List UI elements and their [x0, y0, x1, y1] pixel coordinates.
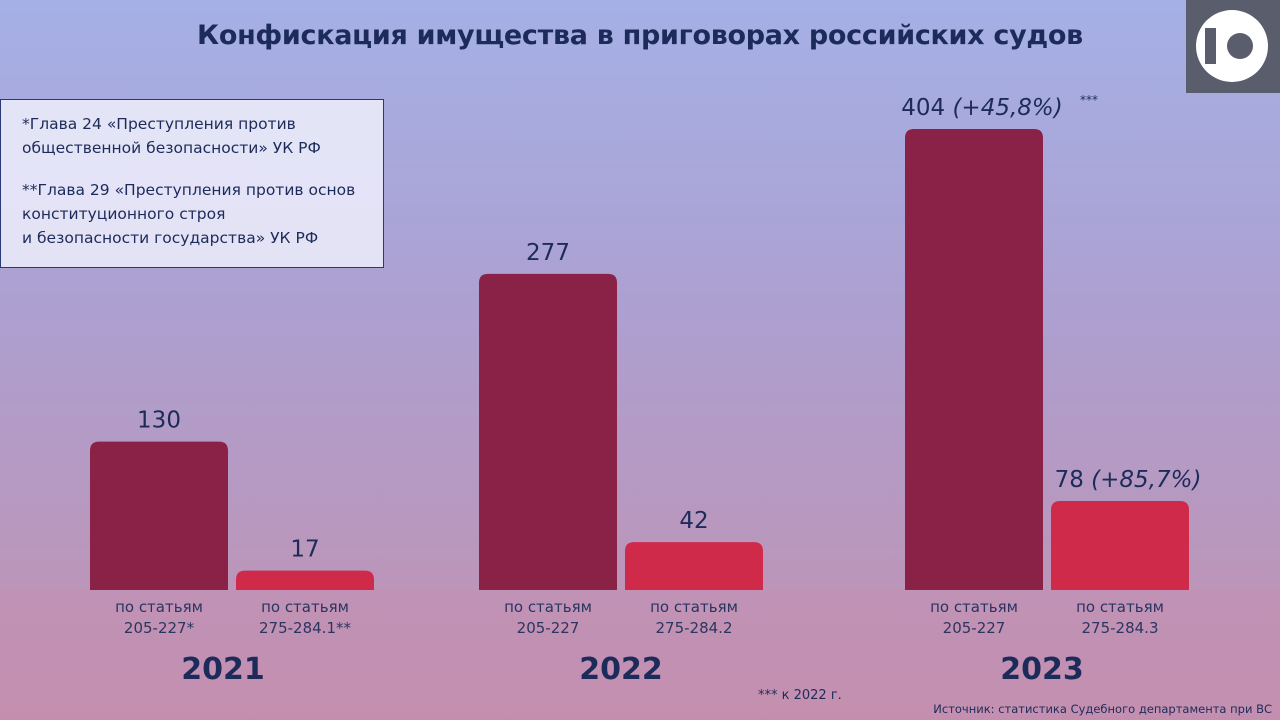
caption-line: 205-227: [942, 619, 1006, 637]
page-title: Конфискация имущества в приговорах росси…: [197, 20, 1083, 51]
bar-caption-2021-primary: по статьям 205-227*: [79, 597, 239, 639]
caption-line: по статьям: [650, 598, 738, 616]
logo-10-icon: [1186, 0, 1280, 93]
bar-caption-2022-secondary: по статьям 275-284.2: [614, 597, 774, 639]
bar-2022-secondary: [625, 542, 763, 590]
caption-line: 205-227*: [123, 619, 195, 637]
note-line: и безопасности государства» УК РФ: [22, 229, 319, 247]
chart-floor: [0, 590, 1280, 720]
caption-line: 205-227: [516, 619, 580, 637]
caption-line: по статьям: [1076, 598, 1164, 616]
value-label-2021-primary: 130: [137, 408, 181, 434]
caption-line: 275-284.1**: [259, 619, 351, 637]
value-label-2022-secondary: 42: [679, 508, 708, 534]
value-label-2023-secondary: 78 (+85,7%): [1055, 467, 1202, 493]
bar-2022-primary: [479, 273, 617, 590]
caption-line: по статьям: [115, 598, 203, 616]
footnote: *** к 2022 г.: [758, 688, 842, 703]
caption-line: 275-284.3: [1081, 619, 1159, 637]
value-label-2023-primary: 404 (+45,8%): [901, 95, 1063, 121]
caption-line: 275-284.2: [655, 619, 733, 637]
caption-line: по статьям: [930, 598, 1018, 616]
bar-2023-secondary: [1051, 500, 1189, 590]
bar-2021-secondary: [236, 570, 374, 590]
note-chapter-24: *Глава 24 «Преступления против обществен…: [22, 112, 373, 160]
note-line: *Глава 24 «Преступления против: [22, 115, 296, 133]
year-label-2023: 2023: [1000, 652, 1084, 687]
year-label-2021: 2021: [181, 652, 265, 687]
note-chapter-29: **Глава 29 «Преступления против основ ко…: [22, 178, 373, 250]
note-line: конституционного строя: [22, 205, 226, 223]
bar-caption-2023-secondary: по статьям 275-284.3: [1040, 597, 1200, 639]
caption-line: по статьям: [504, 598, 592, 616]
bar-2021-primary: [90, 441, 228, 590]
note-line: **Глава 29 «Преступления против основ: [22, 181, 356, 199]
year-label-2022: 2022: [579, 652, 663, 687]
source-credit: Источник: статистика Судебного департаме…: [933, 702, 1272, 716]
legend-notes-box: *Глава 24 «Преступления против обществен…: [0, 99, 384, 268]
bar-2023-primary: [905, 129, 1043, 590]
value-label-suffix: ***: [1080, 93, 1098, 107]
bar-caption-2022-primary: по статьям 205-227: [468, 597, 628, 639]
bar-caption-2021-secondary: по статьям 275-284.1**: [225, 597, 385, 639]
value-label-2021-secondary: 17: [290, 537, 319, 563]
caption-line: по статьям: [261, 598, 349, 616]
value-label-2022-primary: 277: [526, 240, 570, 266]
bar-caption-2023-primary: по статьям 205-227: [894, 597, 1054, 639]
note-line: общественной безопасности» УК РФ: [22, 139, 321, 157]
